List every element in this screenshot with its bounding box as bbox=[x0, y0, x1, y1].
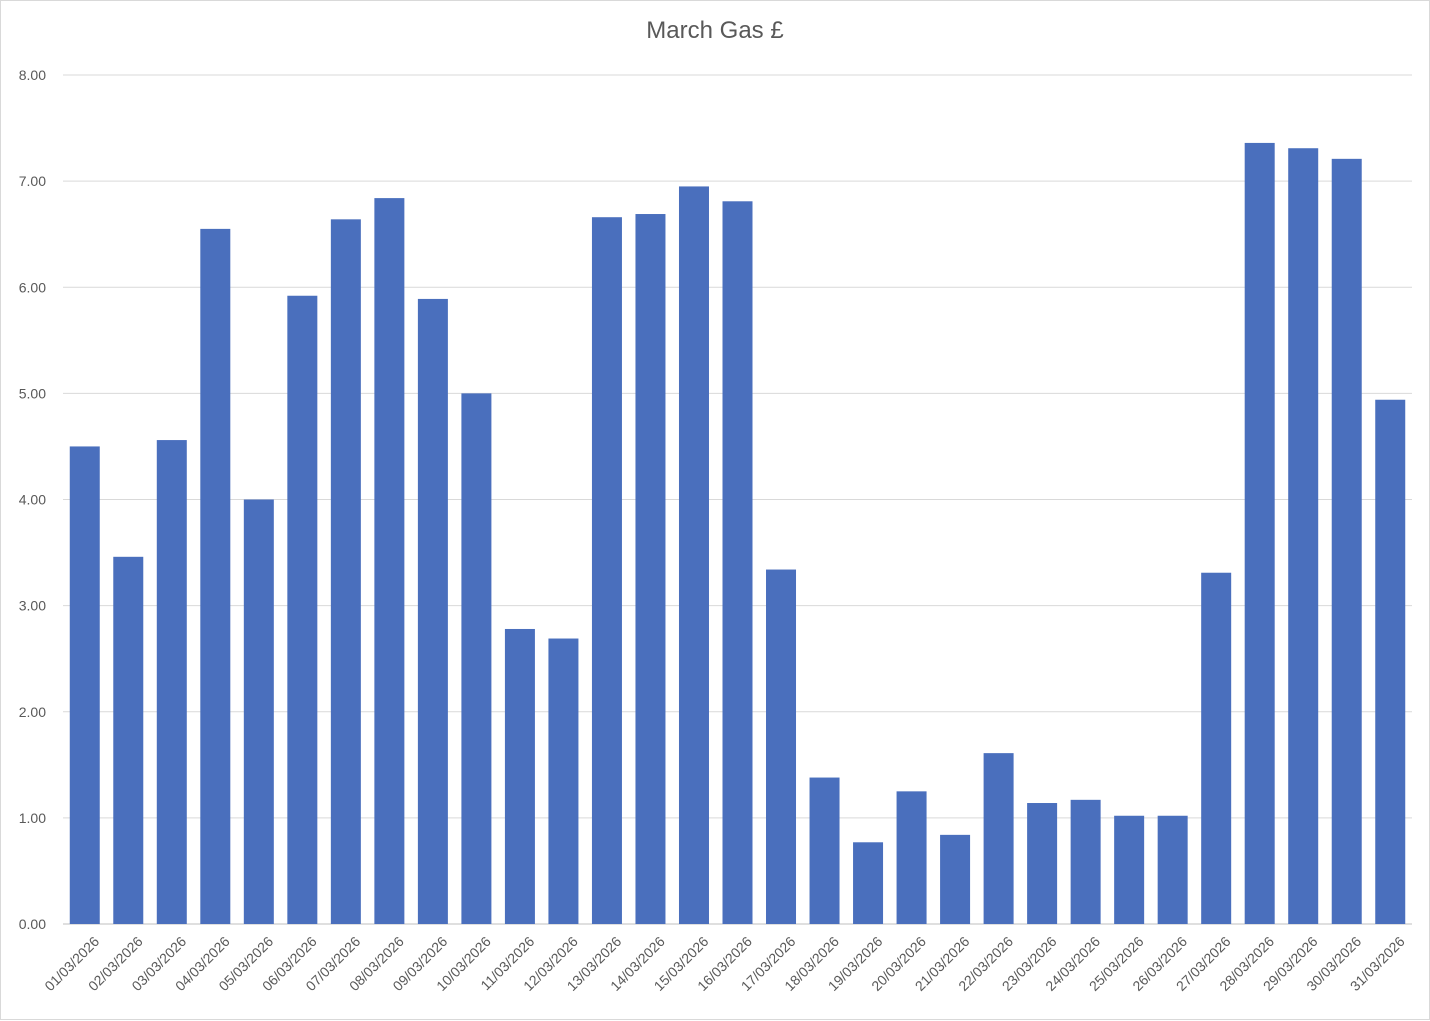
bar bbox=[243, 499, 274, 924]
bar bbox=[1288, 148, 1319, 924]
bar bbox=[678, 186, 709, 924]
y-tick-label: 8.00 bbox=[19, 67, 46, 83]
bar bbox=[591, 217, 622, 924]
bar bbox=[896, 791, 927, 924]
bar bbox=[417, 298, 448, 925]
bar bbox=[156, 440, 187, 924]
bar bbox=[113, 556, 144, 924]
bar bbox=[1157, 815, 1188, 924]
bar bbox=[548, 638, 579, 924]
bar bbox=[69, 446, 100, 924]
bar bbox=[940, 834, 971, 924]
bar bbox=[983, 753, 1014, 924]
bar bbox=[287, 295, 318, 924]
bar bbox=[330, 219, 361, 924]
bar bbox=[374, 198, 405, 925]
bar bbox=[1070, 799, 1101, 924]
bars bbox=[69, 142, 1406, 925]
y-tick-label: 2.00 bbox=[19, 704, 46, 720]
y-tick-label: 0.00 bbox=[19, 916, 46, 932]
bar bbox=[1201, 572, 1232, 924]
bar bbox=[200, 228, 231, 925]
x-axis-tick-labels: 01/03/202602/03/202603/03/202604/03/2026… bbox=[41, 933, 1407, 994]
y-axis-tick-labels: 0.00 1.00 2.00 3.00 4.00 5.00 6.00 7.00 8.00 bbox=[19, 67, 46, 932]
bar bbox=[1027, 803, 1058, 924]
bar bbox=[1114, 815, 1145, 924]
chart-title: March Gas £ bbox=[646, 17, 784, 44]
y-tick-label: 5.00 bbox=[19, 385, 46, 401]
bar bbox=[722, 201, 753, 924]
bar bbox=[853, 842, 884, 924]
y-tick-label: 1.00 bbox=[19, 810, 46, 826]
bar bbox=[461, 393, 492, 924]
y-tick-label: 7.00 bbox=[19, 173, 46, 189]
bar bbox=[504, 628, 535, 924]
bar bbox=[809, 777, 840, 924]
y-tick-label: 6.00 bbox=[19, 279, 46, 295]
bar bbox=[1331, 158, 1362, 924]
y-tick-label: 4.00 bbox=[19, 492, 46, 508]
bar bbox=[1244, 142, 1275, 925]
y-tick-label: 3.00 bbox=[19, 598, 46, 614]
bar bbox=[766, 569, 797, 924]
bar bbox=[1375, 399, 1406, 924]
bar bbox=[635, 214, 666, 924]
